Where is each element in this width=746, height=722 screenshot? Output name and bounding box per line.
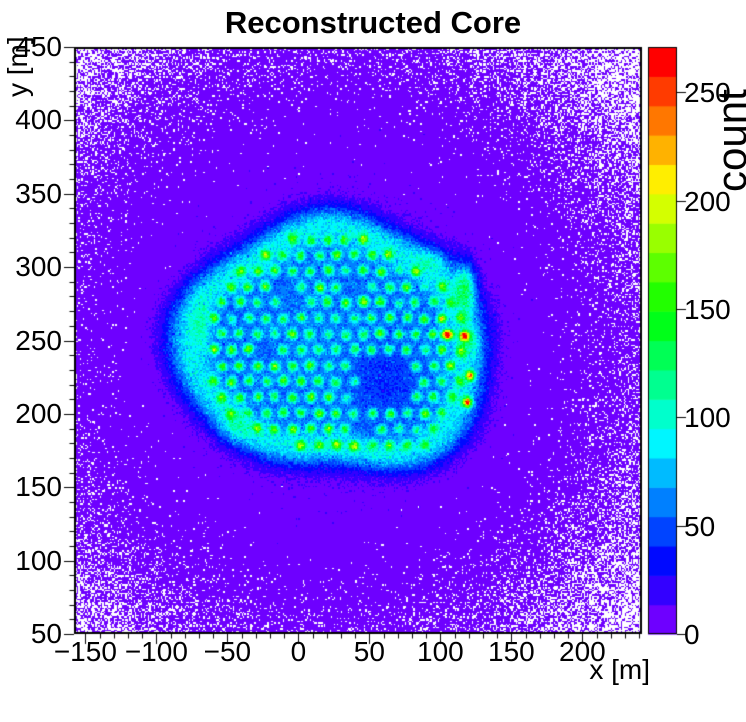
colorbar-tick-label: 200 [684,185,731,217]
colorbar-tick-label: 0 [684,619,700,650]
y-tick-label: 150 [15,471,62,503]
x-tick-label: 50 [353,636,385,667]
plot-title: Reconstructed Core [224,5,522,40]
x-tick-label: 100 [417,636,464,667]
colorbar-tick-label: 150 [684,294,731,326]
x-tick-label: 150 [488,636,535,667]
y-tick-label: 50 [30,618,62,649]
y-tick-label: 200 [15,397,62,429]
y-tick-label: 250 [15,324,62,356]
y-tick-label: 350 [15,177,62,209]
x-tick-label: −150 [53,636,117,667]
x-tick-label: −50 [203,636,252,667]
colorbar-tick-label: 100 [684,402,731,434]
x-tick-label: −100 [124,636,188,667]
y-tick-label: 100 [15,544,62,576]
y-tick-label: 450 [15,31,62,62]
x-tick-label: 0 [290,636,307,667]
x-tick-label: 200 [559,636,606,667]
y-tick-label: 400 [15,104,62,136]
y-tick-label: 300 [15,251,62,283]
colorbar-tick-label: 50 [684,510,716,542]
x-axis-title: x [m] [589,654,650,685]
colorbar-tick-label: 250 [684,77,731,109]
